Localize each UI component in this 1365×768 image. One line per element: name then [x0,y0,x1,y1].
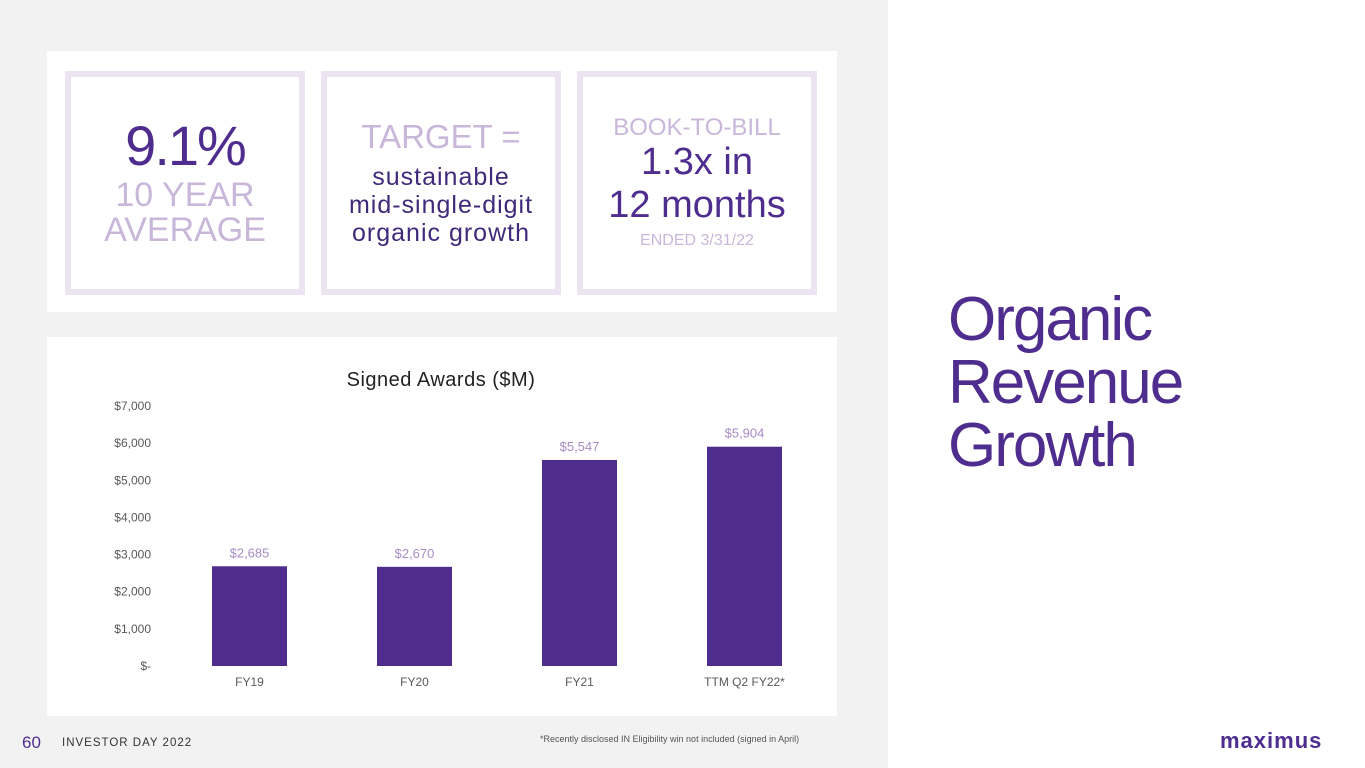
x-tick-label: TTM Q2 FY22* [704,675,785,689]
page-number: 60 [22,733,41,752]
bar [542,459,617,666]
x-tick-label: FY21 [565,675,594,689]
kpi-value: 9.1% [125,114,247,177]
y-tick-label: $2,000 [114,585,151,599]
y-axis: $- $1,000 $2,000 $3,000 $4,000 $5,000 $6,000 $7… [114,399,151,673]
chart-title: Signed Awards ($M) [347,369,536,391]
kpi-target: TARGET = sustainable mid-single-digit or… [321,71,561,295]
kpi-panel: 9.1% 10 YEAR AVERAGE TARGET = sustainabl… [47,51,837,312]
y-tick-label: $- [140,659,151,673]
x-tick-label: FY19 [235,675,264,689]
y-tick-label: $5,000 [114,473,151,487]
kpi-caption-line: 10 YEAR [115,176,255,214]
bar-series: $2,685 $2,670 $5,547 $5,904 [212,426,782,666]
footnote: *Recently disclosed IN Eligibility win n… [540,734,800,744]
content-area: 9.1% 10 YEAR AVERAGE TARGET = sustainabl… [0,0,888,768]
data-label: $5,904 [725,426,765,441]
kpi-caption-line: mid-single-digit [348,191,534,219]
y-tick-label: $7,000 [114,399,151,413]
x-axis: FY19 FY20 FY21 TTM Q2 FY22* [235,675,785,689]
kpi-caption-line: organic growth [352,219,530,247]
page-title-line: Organic [948,285,1153,354]
y-tick-label: $3,000 [114,548,151,562]
data-label: $2,685 [230,545,270,560]
page-title-line: Revenue [948,348,1184,417]
page-title: Organic Revenue Growth [948,288,1348,477]
kpi-value-line: 1.3x in [641,141,753,183]
y-tick-label: $4,000 [114,510,151,524]
y-tick-label: $1,000 [114,622,151,636]
signed-awards-chart: Signed Awards ($M) $-$1,000$2,000$3,000$… [114,369,785,689]
footer-label: INVESTOR DAY 2022 [62,737,193,749]
bar [377,566,452,666]
kpi-book-to-bill: BOOK-TO-BILL 1.3x in 12 months ENDED 3/3… [577,71,817,295]
y-tick-label: $6,000 [114,436,151,450]
bar [212,566,287,666]
kpi-caption-line: AVERAGE [104,211,266,249]
x-tick-label: FY20 [400,675,429,689]
chart-panel: Signed Awards ($M) $- $1,000 $2,000 $3,000 $… [47,337,837,716]
data-label: $2,670 [395,546,435,561]
kpi-footer: ENDED 3/31/22 [640,232,754,249]
page-title-line: Growth [948,411,1138,480]
kpi-heading: BOOK-TO-BILL [613,114,781,141]
bar [707,446,782,666]
company-logo: maximus [1220,728,1323,753]
kpi-ten-year-average: 9.1% 10 YEAR AVERAGE [65,71,305,295]
data-label: $5,547 [560,439,600,454]
kpi-value-line: 12 months [608,184,786,226]
kpi-caption-line: sustainable [372,163,510,191]
kpi-heading: TARGET = [361,118,521,155]
